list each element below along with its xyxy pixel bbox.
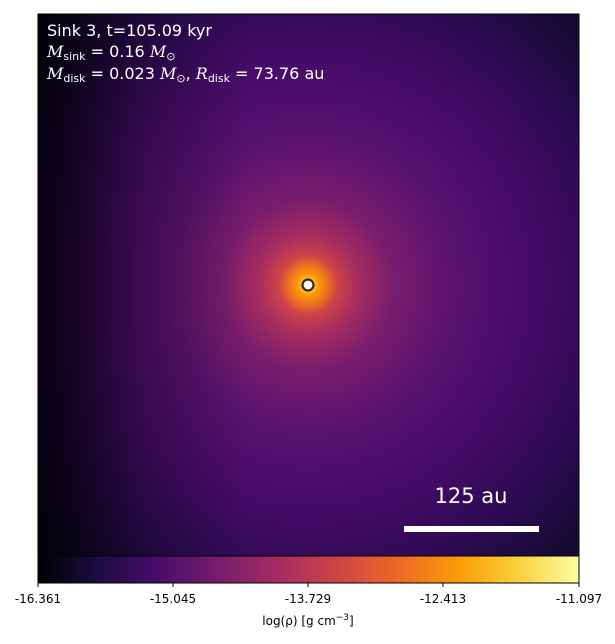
- rdisk-value: = 73.76 au: [229, 64, 325, 83]
- sink-marker: [301, 278, 315, 292]
- colorbar-label-exponent: −3: [335, 613, 350, 623]
- mdisk-subscript: disk: [63, 72, 86, 85]
- colorbar-tick-label: -15.045: [149, 592, 197, 606]
- msink-value: = 0.16: [85, 42, 150, 61]
- msink-symbol: M: [47, 42, 64, 61]
- colorbar-tick-label: -11.097: [555, 592, 603, 606]
- colorbar-label-suffix: ]: [349, 614, 354, 628]
- disk-annotation: Mdisk = 0.023 M⊙, Rdisk = 73.76 au: [47, 65, 324, 88]
- colorbar-tick-label: -12.413: [419, 592, 467, 606]
- density-map: [38, 14, 579, 556]
- colorbar-tick-label: -16.361: [14, 592, 62, 606]
- sink-mass-annotation: Msink = 0.16 M⊙: [47, 43, 175, 66]
- rdisk-subscript: disk: [207, 72, 230, 85]
- colorbar-label-prefix: log(ρ) [g cm: [262, 614, 336, 628]
- annotation-separator: ,: [185, 64, 196, 83]
- mdisk-value: = 0.023: [85, 64, 160, 83]
- mdisk-symbol: M: [47, 64, 64, 83]
- colorbar-ticks: [37, 583, 580, 587]
- solar-subscript: ⊙: [166, 50, 176, 63]
- sink-time-annotation: Sink 3, t=105.09 kyr: [47, 21, 212, 40]
- solar-subscript-2: ⊙: [176, 72, 186, 85]
- colorbar-tick-label: -13.729: [284, 592, 332, 606]
- solar-mass-symbol: M: [149, 42, 167, 61]
- colorbar: [37, 555, 580, 584]
- rdisk-symbol: R: [195, 64, 208, 83]
- colorbar-label: log(ρ) [g cm−3]: [262, 613, 353, 628]
- scalebar-label: 125 au: [434, 484, 508, 508]
- msink-subscript: sink: [63, 50, 86, 63]
- scalebar-line: [404, 526, 539, 532]
- solar-mass-symbol-2: M: [160, 64, 177, 83]
